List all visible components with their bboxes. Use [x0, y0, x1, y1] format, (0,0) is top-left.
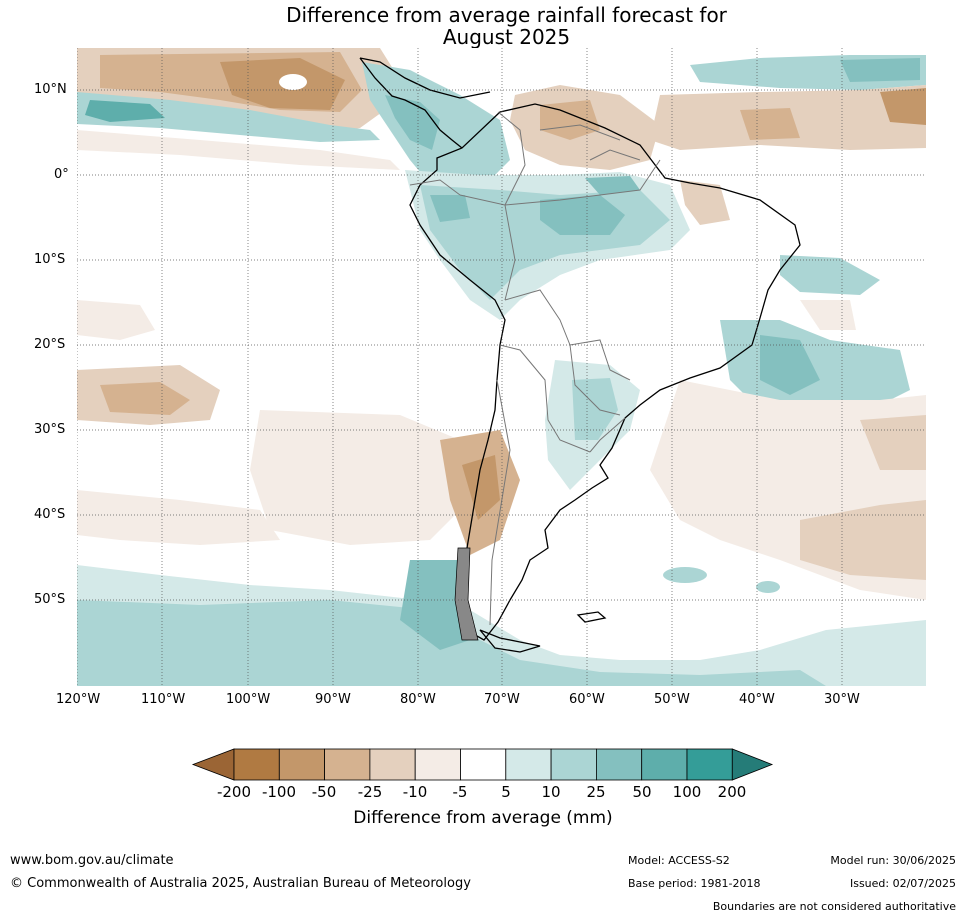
anomaly-dry-pacific-band [77, 490, 280, 545]
country-borders [409, 111, 661, 626]
coastline-central-america [359, 57, 491, 149]
legend-arrow-low [191, 748, 235, 781]
legend-swatch [596, 748, 643, 781]
legend-swatch [233, 748, 280, 781]
anomaly-wet-brazil-east-core [760, 335, 820, 395]
map-title-line2: August 2025 [442, 25, 571, 49]
lat-label-50s: 50°S [34, 592, 66, 607]
anomaly-dry-pacific-lower [250, 410, 470, 545]
lon-label-70w: 70°W [484, 692, 520, 707]
lat-label-10n: 10°N [34, 82, 67, 97]
legend-tick: -10 [402, 783, 428, 801]
anomaly-dry-north-spot [279, 74, 307, 90]
anomaly-dry-atlantic-south-core [800, 500, 926, 580]
anomaly-wet-caribbean-core [385, 95, 440, 150]
anomaly-wet-amazon-north [585, 176, 640, 195]
legend-swatch [324, 748, 371, 781]
legend-swatch [278, 748, 325, 781]
legend-tick: -100 [261, 783, 297, 801]
legend-tick: 200 [717, 783, 747, 801]
lat-label-30s: 30°S [34, 422, 66, 437]
anomaly-wet-patch2 [756, 581, 780, 593]
lat-label-20s: 20°S [34, 337, 66, 352]
map-title: Difference from average rainfall forecas… [0, 4, 965, 48]
boundaries-note: Boundaries are not considered authoritat… [712, 900, 956, 913]
legend-swatch [505, 748, 552, 781]
anomaly-dry-atlantic-mid [800, 300, 856, 330]
lon-label-50w: 50°W [654, 692, 690, 707]
model-name: Model: ACCESS-S2 [628, 854, 730, 867]
lon-label-110w: 110°W [141, 692, 186, 707]
legend-tick: -50 [311, 783, 337, 801]
legend-swatch [686, 748, 733, 781]
anomaly-dry-pacific-mid [77, 300, 155, 340]
lon-label-100w: 100°W [226, 692, 271, 707]
map-area [77, 48, 926, 686]
legend-tick: -25 [357, 783, 383, 801]
lon-label-90w: 90°W [315, 692, 351, 707]
anomaly-dry-chile-core [462, 455, 500, 520]
legend-swatch [414, 748, 461, 781]
map-title-line1: Difference from average rainfall forecas… [286, 3, 727, 27]
lon-label-40w: 40°W [739, 692, 775, 707]
legend-tick: 5 [501, 783, 511, 801]
anomaly-wet-itcz [77, 92, 380, 142]
anomaly-wet-drake [400, 560, 470, 650]
legend-tick: 100 [672, 783, 702, 801]
anomaly-wet-amazon-core [540, 195, 625, 235]
copyright-text: © Commonwealth of Australia 2025, Austra… [10, 876, 471, 891]
legend-tick: -5 [452, 783, 468, 801]
anomaly-dry-atlantic-north-core [740, 108, 800, 140]
legend-arrow-high [731, 748, 774, 781]
anomaly-wet-andes-core [430, 195, 470, 222]
lat-label-40s: 40°S [34, 507, 66, 522]
legend-tick: 25 [586, 783, 606, 801]
anomaly-wet-patch [663, 567, 707, 583]
anomaly-dry-guianas-core [540, 100, 600, 140]
lat-label-10s: 10°S [34, 252, 66, 267]
coastline-tierra-del-fuego [479, 629, 541, 653]
legend-tick: 50 [632, 783, 652, 801]
legend-tick: 10 [541, 783, 561, 801]
lon-label-120w: 120°W [56, 692, 101, 707]
issued-date: Issued: 02/07/2025 [849, 877, 956, 890]
legend-colorbar [191, 748, 774, 781]
legend-swatch [641, 748, 688, 781]
anomaly-dry-atlantic-north-core2 [880, 88, 926, 125]
graticule [77, 48, 926, 686]
legend-swatch [369, 748, 416, 781]
lon-label-80w: 80°W [400, 692, 436, 707]
falklands [576, 611, 607, 623]
anomaly-wet-itcz-core [85, 100, 165, 122]
lat-label-0: 0° [54, 167, 69, 182]
legend-swatch [460, 748, 507, 781]
anomaly-wet-atlantic-east [780, 255, 880, 295]
lon-label-60w: 60°W [569, 692, 605, 707]
base-period: Base period: 1981-2018 [628, 877, 761, 890]
anomaly-dry-pacific-south-core [100, 382, 190, 415]
anomaly-dry-atlantic-nw [680, 180, 730, 225]
anomaly-dry-pacific-strip [77, 130, 400, 170]
legend-swatch [550, 748, 597, 781]
model-run-date: Model run: 30/06/2025 [830, 854, 956, 867]
legend-title: Difference from average (mm) [353, 808, 613, 828]
legend-tick: -200 [216, 783, 252, 801]
lon-label-30w: 30°W [824, 692, 860, 707]
website-link[interactable]: www.bom.gov.au/climate [10, 853, 174, 868]
anomaly-dry-atlantic-south-core2 [860, 415, 926, 470]
anomaly-wet-atlantic-north-core [840, 58, 920, 82]
